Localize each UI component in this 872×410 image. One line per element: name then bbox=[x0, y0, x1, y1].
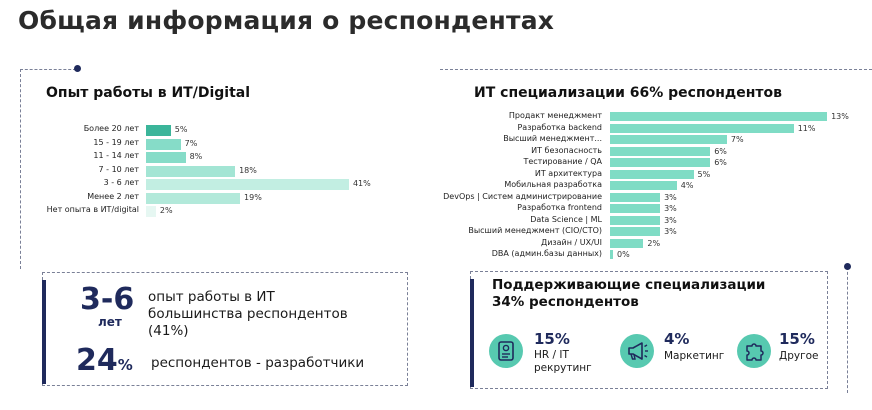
support-accent-bar bbox=[470, 279, 474, 387]
bar bbox=[146, 206, 156, 217]
bar bbox=[610, 112, 828, 121]
bar bbox=[146, 152, 186, 163]
bar-value-label: 11% bbox=[797, 123, 816, 133]
bar-value-label: 4% bbox=[680, 181, 694, 190]
bar-value-label: 7% bbox=[184, 138, 198, 148]
left-frame-side-line bbox=[20, 69, 21, 269]
right-frame-side-line bbox=[847, 267, 848, 393]
left-frame-top-line bbox=[20, 69, 76, 70]
support-item-other-circle bbox=[737, 334, 771, 368]
specializations-title: ИТ специализации 66% респондентов bbox=[474, 85, 782, 101]
bar bbox=[610, 227, 661, 236]
bar-value-label: 8% bbox=[189, 152, 203, 161]
bar bbox=[610, 215, 661, 225]
bar-value-label: 5% bbox=[174, 125, 188, 134]
id-card-icon bbox=[498, 341, 514, 361]
bar-value-label: 2% bbox=[159, 206, 173, 215]
bar-category-label: DevOps | Систем администрирование bbox=[443, 191, 602, 201]
bar-value-label: 6% bbox=[714, 146, 727, 156]
experience-title: Опыт работы в ИТ/Digital bbox=[46, 85, 251, 101]
support-item-hr-label: HR / IT рекрутинг bbox=[534, 349, 592, 374]
highlights-accent-bar bbox=[42, 280, 46, 384]
support-title: Поддерживающие специализации 34% респонд… bbox=[492, 277, 766, 310]
bar bbox=[610, 250, 613, 259]
bar-category-label: Мобильная разработка bbox=[504, 180, 602, 189]
bar-category-label: Менее 2 лет bbox=[87, 191, 139, 201]
bar-category-label: Тестирование / QA bbox=[523, 157, 602, 166]
bar-value-label: 3% bbox=[664, 215, 677, 225]
developers-number: 24% bbox=[76, 343, 133, 378]
developers-description: респондентов - разработчики bbox=[151, 355, 365, 371]
puzzle-icon bbox=[746, 343, 764, 361]
support-item-marketing-pct: 4% bbox=[664, 330, 690, 348]
bar-value-label: 5% bbox=[697, 169, 711, 179]
bar-category-label: Дизайн / UX/UI bbox=[540, 237, 602, 247]
right-frame-dot bbox=[844, 263, 851, 270]
bar-value-label: 19% bbox=[244, 192, 262, 202]
bar-category-label: 11 - 14 лет bbox=[93, 151, 139, 160]
bar bbox=[610, 169, 694, 179]
bar-category-label: Высший менеджмент (CIO/CTO) bbox=[468, 226, 602, 235]
support-item-marketing-circle bbox=[620, 334, 654, 368]
years-description: опыт работы в ИТ большинства респонденто… bbox=[148, 289, 348, 339]
bar bbox=[610, 146, 711, 156]
bar bbox=[146, 192, 241, 204]
support-item-hr-circle bbox=[489, 334, 523, 368]
bar bbox=[146, 125, 171, 136]
bar-category-label: 3 - 6 лет bbox=[103, 178, 139, 187]
bar bbox=[146, 165, 236, 177]
bar-category-label: ИТ архитектура bbox=[534, 168, 602, 178]
bar-category-label: 7 - 10 лет bbox=[98, 164, 139, 174]
bar-value-label: 6% bbox=[714, 158, 727, 167]
bar bbox=[610, 135, 727, 144]
megaphone-icon bbox=[628, 342, 648, 360]
bar-category-label: 15 - 19 лет bbox=[93, 137, 139, 147]
support-item-other-label: Другое bbox=[779, 350, 819, 362]
bar-value-label: 3% bbox=[664, 227, 677, 236]
years-number: 3-6 bbox=[80, 282, 135, 317]
bar-category-label: ИТ безопасность bbox=[531, 145, 602, 155]
bar-value-label: 18% bbox=[239, 165, 257, 175]
bar bbox=[610, 181, 677, 190]
bar-category-label: Продакт менеджмент bbox=[508, 111, 602, 120]
bar-category-label: DBA (админ.базы данных) bbox=[491, 249, 602, 258]
bar bbox=[610, 192, 661, 202]
bar-category-label: Разработка frontend bbox=[517, 203, 602, 212]
bar bbox=[610, 238, 644, 248]
right-frame-top-line bbox=[440, 69, 872, 70]
bar-category-label: Более 20 лет bbox=[83, 124, 139, 133]
bar bbox=[610, 204, 661, 213]
bar-value-label: 13% bbox=[831, 112, 849, 121]
bar-category-label: Нет опыта в ИТ/digital bbox=[46, 205, 139, 214]
support-item-marketing-label: Маркетинг bbox=[664, 350, 725, 362]
bar-value-label: 3% bbox=[664, 204, 677, 213]
left-frame-dot bbox=[74, 65, 81, 72]
bar-value-label: 3% bbox=[664, 192, 677, 202]
bar-value-label: 2% bbox=[647, 238, 661, 248]
bar-category-label: Высший менеджмент... bbox=[503, 134, 602, 143]
support-item-other-pct: 15% bbox=[779, 330, 815, 348]
bar-category-label: Разработка backend bbox=[517, 122, 602, 132]
years-unit: лет bbox=[98, 315, 122, 329]
bar-value-label: 41% bbox=[352, 179, 371, 188]
bar bbox=[146, 138, 181, 150]
bar-value-label: 0% bbox=[617, 250, 630, 259]
page-title: Общая информация о респондентах bbox=[18, 6, 555, 35]
bar-category-label: Data Science | ML bbox=[530, 214, 602, 224]
bar bbox=[610, 123, 794, 133]
support-item-hr-pct: 15% bbox=[534, 330, 570, 348]
bar bbox=[610, 158, 711, 167]
bar bbox=[146, 179, 349, 190]
bar-value-label: 7% bbox=[730, 135, 744, 144]
